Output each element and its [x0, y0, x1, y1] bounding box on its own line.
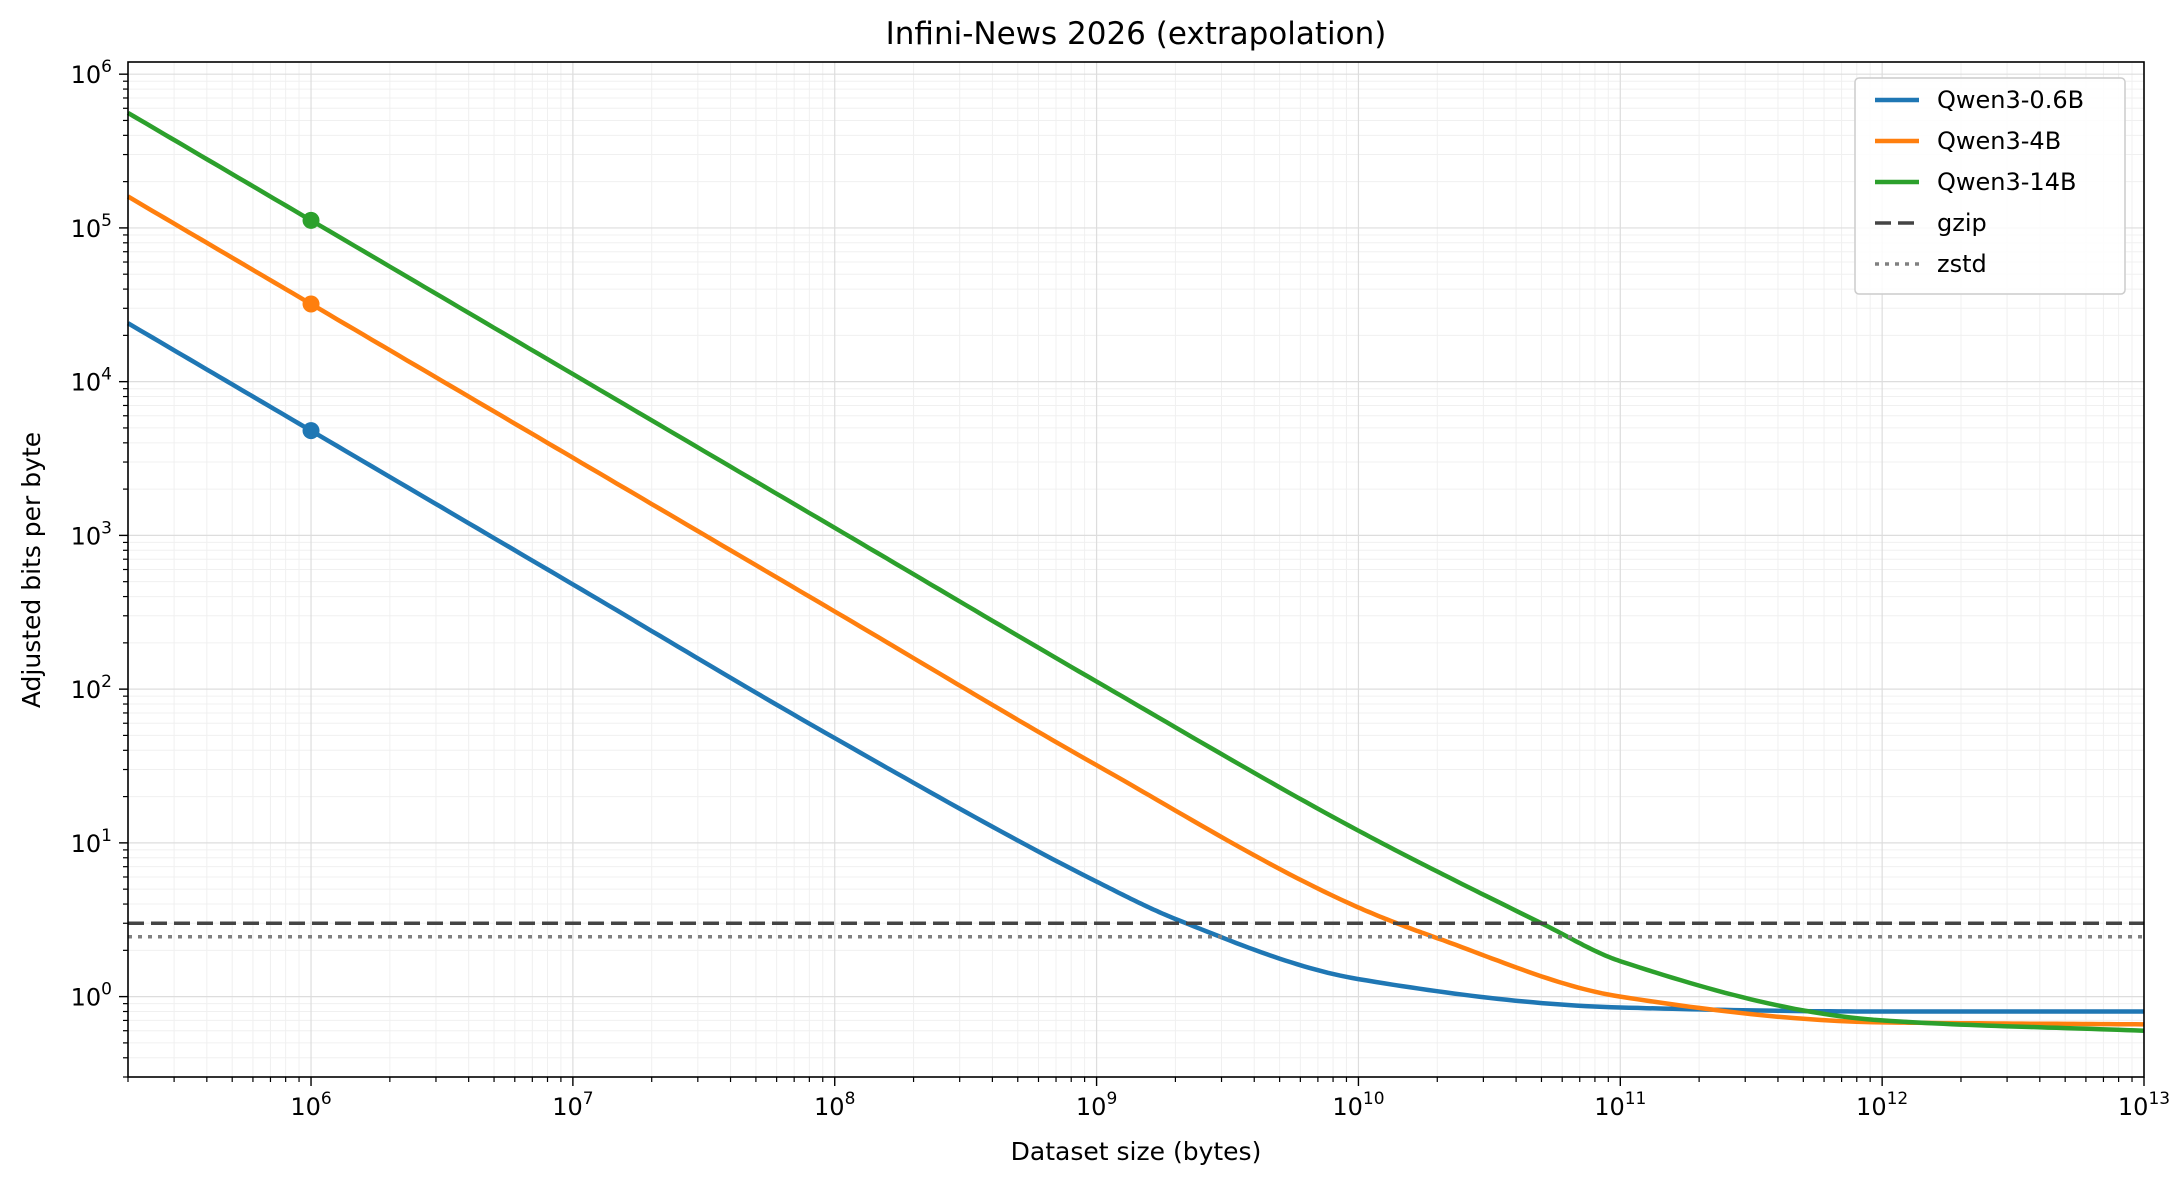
series-marker: [302, 422, 320, 440]
y-tick-label: 106: [71, 57, 112, 89]
y-tick-label: 102: [71, 672, 112, 704]
x-tick-label: 108: [814, 1089, 855, 1121]
y-tick-exponent: 2: [101, 672, 112, 692]
grid: [127, 62, 2145, 1078]
y-tick-label: 103: [71, 518, 112, 550]
x-tick-base: 10: [1594, 1093, 1625, 1121]
y-axis-label: Adjusted bits per byte: [17, 432, 46, 708]
series-line-qwen3-4b: [126, 194, 2145, 1027]
legend-label: Qwen3-0.6B: [1937, 86, 2084, 114]
series-marker: [302, 211, 320, 229]
y-tick-base: 10: [71, 676, 102, 704]
x-axis: 106 107 108 109 1010 1011 1012 1013: [127, 1077, 2170, 1121]
x-axis-label: Dataset size (bytes): [1011, 1137, 1262, 1166]
x-tick-label: 1011: [1594, 1089, 1646, 1121]
x-tick-exponent: 12: [1887, 1089, 1909, 1109]
x-tick-exponent: 7: [583, 1089, 594, 1109]
y-tick-base: 10: [71, 215, 102, 243]
y-tick-base: 10: [71, 61, 102, 89]
y-tick-base: 10: [71, 830, 102, 858]
x-tick-label: 106: [290, 1089, 331, 1121]
x-tick-base: 10: [552, 1093, 583, 1121]
x-tick-base: 10: [2118, 1093, 2149, 1121]
legend-box: [1854, 77, 2126, 295]
x-tick-label: 1012: [1856, 1089, 1908, 1121]
x-tick-exponent: 11: [1625, 1089, 1647, 1109]
y-tick-exponent: 0: [101, 980, 112, 1000]
x-tick-exponent: 13: [2148, 1089, 2170, 1109]
y-tick-base: 10: [71, 984, 102, 1012]
x-tick-exponent: 10: [1363, 1089, 1385, 1109]
y-tick-exponent: 6: [101, 57, 112, 77]
x-tick-base: 10: [1332, 1093, 1363, 1121]
legend-label: Qwen3-14B: [1937, 168, 2076, 196]
chart-title: Infini-News 2026 (extrapolation): [886, 16, 1387, 52]
legend-label: zstd: [1937, 250, 1987, 278]
x-tick-exponent: 8: [845, 1089, 856, 1109]
y-tick-label: 101: [71, 826, 112, 858]
x-tick-base: 10: [290, 1093, 321, 1121]
x-tick-exponent: 6: [321, 1089, 332, 1109]
y-tick-label: 105: [71, 211, 112, 243]
x-tick-label: 107: [552, 1089, 593, 1121]
x-tick-label: 1013: [2118, 1089, 2170, 1121]
x-tick-exponent: 9: [1106, 1089, 1117, 1109]
x-tick-label: 109: [1076, 1089, 1117, 1121]
x-tick-base: 10: [1856, 1093, 1887, 1121]
plot-lines: [126, 110, 2145, 1033]
x-tick-base: 10: [1076, 1093, 1107, 1121]
y-tick-base: 10: [71, 369, 102, 397]
series-line-qwen3-0-6b: [126, 321, 2144, 1014]
series-marker: [302, 295, 320, 313]
y-tick-base: 10: [71, 522, 102, 550]
x-tick-label: 1010: [1332, 1089, 1384, 1121]
y-tick-exponent: 1: [101, 826, 112, 846]
y-tick-label: 104: [71, 365, 112, 397]
legend-label: Qwen3-4B: [1937, 127, 2061, 155]
y-tick-exponent: 3: [101, 518, 112, 538]
y-tick-exponent: 4: [101, 365, 112, 385]
legend-label: gzip: [1937, 209, 1987, 237]
x-tick-base: 10: [814, 1093, 845, 1121]
legend: Qwen3-0.6B Qwen3-4B Qwen3-14B gzip zstd: [1854, 77, 2126, 295]
series-line-qwen3-14b: [126, 110, 2145, 1033]
y-tick-label: 100: [71, 980, 112, 1012]
y-tick-exponent: 5: [101, 211, 112, 231]
